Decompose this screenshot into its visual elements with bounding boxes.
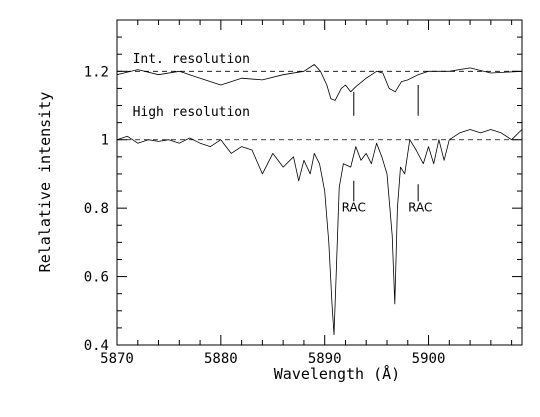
rac-label: RAC bbox=[408, 201, 432, 215]
annotations: Int. resolution High resolution RAC RAC bbox=[133, 52, 433, 215]
plot-frame bbox=[116, 19, 523, 346]
reference-lines bbox=[117, 70, 522, 141]
series-lines bbox=[116, 64, 523, 336]
panel-label: Int. resolution bbox=[133, 52, 250, 67]
y-tick-label: 0.8 bbox=[84, 201, 109, 217]
y-tick-label: 0.4 bbox=[84, 338, 109, 354]
series-line-int-resolution bbox=[116, 64, 523, 101]
rac-label: RAC bbox=[342, 201, 366, 215]
line-markers bbox=[353, 85, 419, 202]
y-tick-label: 1 bbox=[101, 133, 109, 149]
x-tick-label: 5880 bbox=[204, 351, 238, 367]
y-tick-label: 1.2 bbox=[84, 64, 109, 80]
x-axis-title: Wavelength (Å) bbox=[274, 364, 400, 383]
x-tick-label: 5890 bbox=[308, 351, 342, 367]
y-tick-label: 0.6 bbox=[84, 270, 109, 286]
panel-label: High resolution bbox=[133, 105, 250, 120]
x-tick-label: 5870 bbox=[100, 351, 134, 367]
x-tick-label: 5900 bbox=[412, 351, 446, 367]
y-axis-title: Relalative intensity bbox=[36, 92, 54, 273]
series-line-high-resolution bbox=[116, 129, 523, 336]
axes: 5870 5880 5890 5900 0.4 0.6 0.8 1 1.2 bbox=[84, 19, 523, 367]
